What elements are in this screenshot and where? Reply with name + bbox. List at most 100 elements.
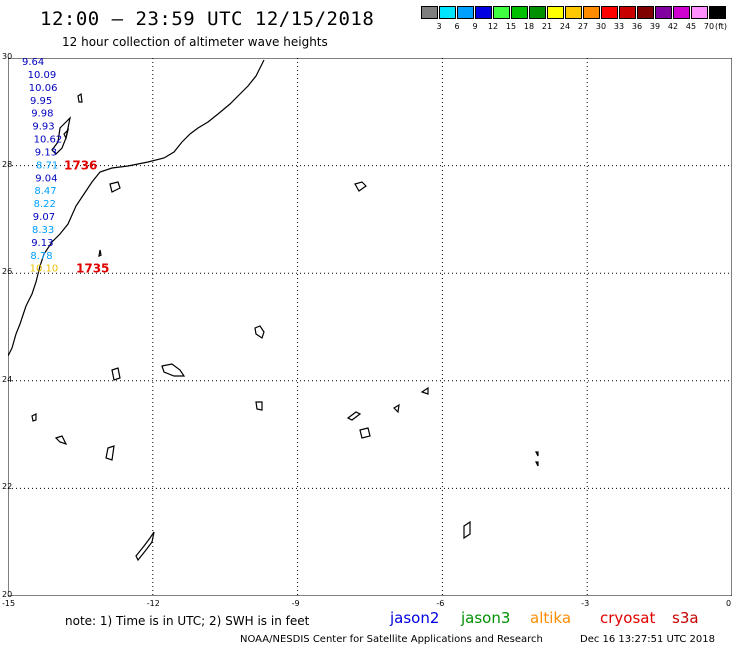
footer-note: note: 1) Time is in UTC; 2) SWH is in fe…: [65, 614, 310, 628]
legend-label: 12: [487, 22, 499, 31]
island-islet-n: [105, 445, 115, 461]
island-islet-h: [346, 411, 362, 421]
wave-height-value: 9.95: [30, 96, 52, 107]
island-lanzarote: [51, 116, 71, 155]
wave-height-value: 8.47: [34, 186, 56, 197]
wave-height-value: 10.06: [29, 83, 58, 94]
latitude-tick-label: 22: [2, 482, 13, 492]
satellite-name: s3a: [672, 609, 699, 627]
island-islet-f: [161, 363, 186, 377]
wave-height-value: 10.09: [28, 70, 57, 81]
island-islet-a: [109, 181, 121, 193]
wave-height-value: 9.13: [31, 238, 53, 249]
longitude-tick-label: -9: [291, 599, 300, 608]
legend-label: 6: [454, 22, 460, 31]
latitude-tick-label: 30: [2, 52, 13, 61]
altimeter-observations: 9.6410.0910.069.959.989.9310.629.138.719…: [22, 58, 109, 276]
island-islet-o: [535, 451, 539, 457]
legend-label: 18: [523, 22, 535, 31]
pass-time-label: 1735: [76, 262, 109, 276]
legend-swatch: [511, 6, 528, 19]
legend-label: 21: [541, 22, 553, 31]
legend-label: 3: [436, 22, 442, 31]
island-islet-q: [463, 520, 471, 540]
legend-label: 30: [595, 22, 607, 31]
satellite-name: altika: [530, 609, 572, 627]
island-islet-i: [359, 427, 371, 439]
wave-height-value: 9.04: [35, 173, 57, 184]
island-islet-e: [111, 367, 121, 381]
legend-swatch: [637, 6, 654, 19]
legend-unit: (ft): [714, 22, 728, 31]
wave-height-value: 9.07: [33, 212, 55, 223]
legend-swatch: [565, 6, 582, 19]
map-title: 12:00 – 23:59 UTC 12/15/2018: [40, 8, 375, 30]
legend-label: 70: [703, 22, 715, 31]
legend-label: 27: [577, 22, 589, 31]
legend-label: 24: [559, 22, 571, 31]
legend-swatch: [493, 6, 510, 19]
wave-height-value: 9.98: [31, 109, 53, 120]
island-islet-b: [354, 181, 367, 192]
longitude-tick-label: 0: [726, 599, 732, 608]
wave-height-map: 9.6410.0910.069.959.989.9310.629.138.719…: [8, 58, 732, 596]
legend-swatch: [655, 6, 672, 19]
wave-height-value: 9.64: [22, 58, 44, 68]
legend-swatch: [673, 6, 690, 19]
wave-height-value: 8.33: [32, 225, 54, 236]
legend-swatch: [475, 6, 492, 19]
satellite-name: jason2: [390, 609, 440, 627]
longitude-tick-label: -6: [436, 599, 445, 608]
wave-height-value: 8.71: [36, 160, 58, 171]
island-islet-d: [254, 325, 265, 339]
island-alegranza: [77, 92, 83, 103]
island-islet-p: [535, 461, 539, 467]
island-islet-k: [420, 386, 429, 395]
legend-swatch: [601, 6, 618, 19]
island-islet-c: [98, 249, 102, 258]
legend-swatch: [583, 6, 600, 19]
legend-label: 39: [649, 22, 661, 31]
wave-height-value: 9.93: [32, 122, 54, 133]
latitude-tick-label: 28: [2, 159, 13, 169]
legend-label: 15: [505, 22, 517, 31]
legend-label: 42: [667, 22, 679, 31]
legend-swatch: [547, 6, 564, 19]
legend-swatch: [529, 6, 546, 19]
islands: [31, 92, 539, 562]
map-subtitle: 12 hour collection of altimeter wave hei…: [62, 35, 328, 49]
island-islet-m: [54, 435, 68, 446]
generation-timestamp: Dec 16 13:27:51 UTC 2018: [580, 634, 715, 645]
legend-label: 36: [631, 22, 643, 31]
legend-swatch: [709, 6, 726, 19]
legend-swatch: [457, 6, 474, 19]
wave-height-value: 8.22: [34, 199, 56, 210]
longitude-tick-label: -3: [581, 599, 590, 608]
satellite-name: jason3: [461, 609, 511, 627]
wave-height-value: 8.78: [30, 251, 52, 262]
island-islet-l: [31, 413, 37, 422]
legend-swatch: [421, 6, 438, 19]
latitude-tick-label: 24: [2, 374, 13, 384]
legend-swatch: [691, 6, 708, 19]
longitude-tick-label: -15: [2, 599, 16, 608]
legend-swatch: [439, 6, 456, 19]
island-islet-j: [393, 403, 400, 414]
legend-label: 45: [685, 22, 697, 31]
african-coastline: [8, 59, 265, 357]
wave-height-value: 10.62: [34, 135, 63, 146]
satellite-name: cryosat: [600, 609, 656, 627]
legend-label: 9: [472, 22, 478, 31]
longitude-tick-label: -12: [146, 599, 160, 608]
legend-label: 33: [613, 22, 625, 31]
island-fuerteventura-north: [63, 128, 70, 140]
latitude-tick-label: 26: [2, 267, 13, 277]
credit-line: NOAA/NESDIS Center for Satellite Applica…: [240, 634, 543, 645]
wave-height-value: 10.10: [30, 264, 59, 275]
coastline: [8, 59, 265, 357]
wave-height-value: 9.13: [35, 147, 57, 158]
island-islet-r: [135, 531, 155, 562]
latitude-tick-label: 20: [2, 590, 13, 599]
map-frame: [8, 58, 732, 596]
island-islet-g: [255, 401, 263, 411]
